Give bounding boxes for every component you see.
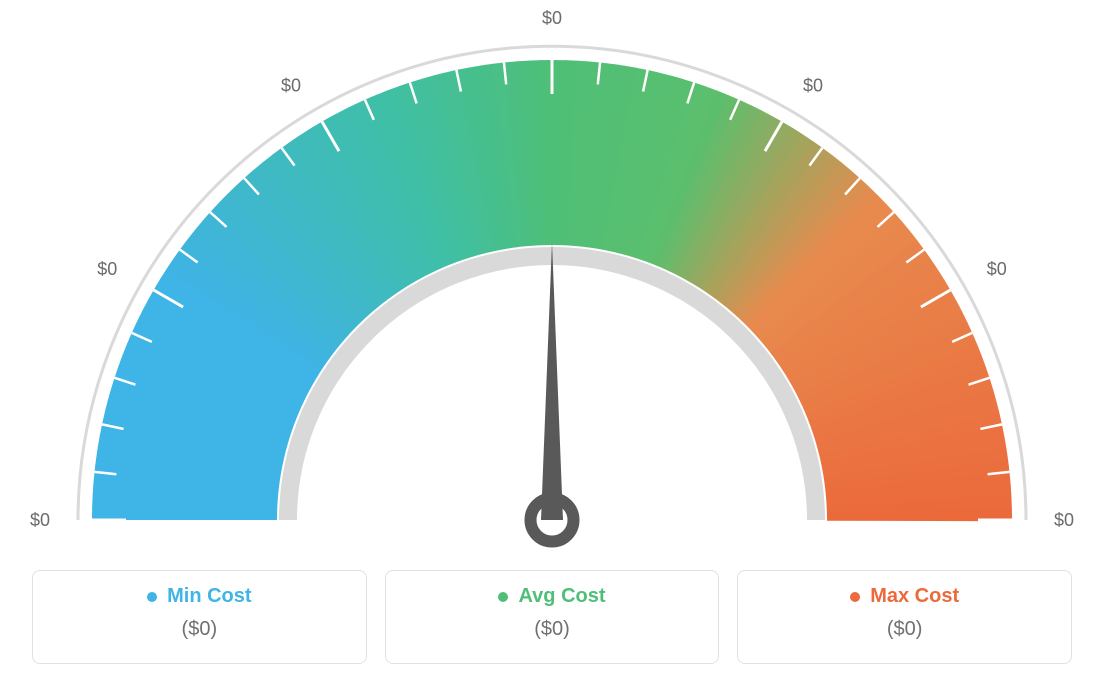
legend-label: Min Cost <box>167 585 251 608</box>
legend-card-min-cost: Min Cost ($0) <box>32 570 367 664</box>
gauge-tick-label: $0 <box>281 75 301 95</box>
gauge-tick-label: $0 <box>30 510 50 530</box>
legend-label: Avg Cost <box>518 585 605 608</box>
gauge-chart-container: $0$0$0$0$0$0$0 Min Cost($0)Avg Cost($0)M… <box>0 0 1104 690</box>
legend-dot-icon <box>850 592 860 602</box>
legend-row: Min Cost ($0) Avg Cost ($0) Max Cost ($0) <box>32 570 1072 664</box>
gauge-tick-label: $0 <box>1054 510 1074 530</box>
legend-dot-icon <box>498 592 508 602</box>
legend-value: ($0) <box>748 618 1061 641</box>
legend-title: Avg Cost <box>498 585 605 608</box>
gauge-tick-label: $0 <box>803 75 823 95</box>
legend-title: Max Cost <box>850 585 959 608</box>
gauge-tick-label: $0 <box>542 8 562 28</box>
gauge-needle <box>541 242 563 520</box>
legend-title: Min Cost <box>147 585 251 608</box>
legend-card-avg-cost: Avg Cost ($0) <box>385 570 720 664</box>
legend-value: ($0) <box>396 618 709 641</box>
legend-label: Max Cost <box>870 585 959 608</box>
gauge-svg: $0 $0 $0 $0 $0 $0 $0 <box>0 0 1104 560</box>
legend-dot-icon <box>147 592 157 602</box>
legend-card-max-cost: Max Cost ($0) <box>737 570 1072 664</box>
gauge-tick-label: $0 <box>97 259 117 279</box>
gauge-tick-label: $0 <box>987 259 1007 279</box>
gauge-area: $0 $0 $0 $0 $0 $0 $0 <box>0 0 1104 560</box>
legend-value: ($0) <box>43 618 356 641</box>
